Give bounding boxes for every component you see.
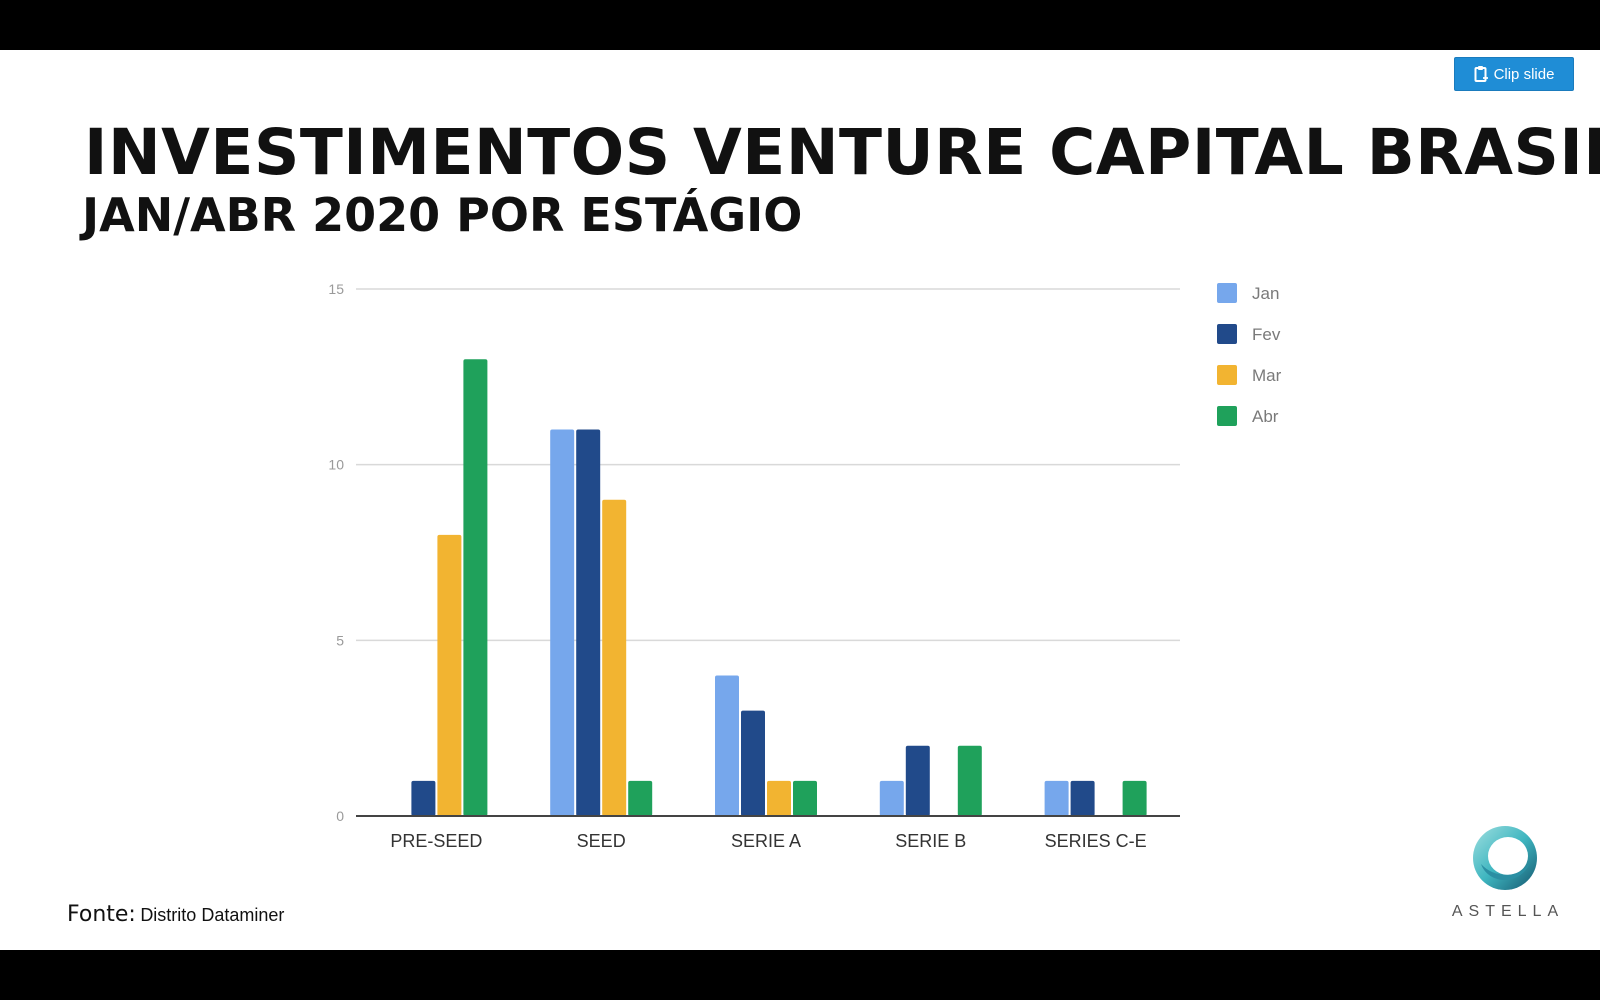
y-tick-label: 15 (328, 281, 344, 297)
x-tick-label: PRE-SEED (390, 831, 482, 851)
source-label: Fonte: (67, 902, 136, 927)
bar-chart: 0 5 10 15 PRE-SEED SEED SERIE A SERIE B SERIES C… (328, 281, 1282, 851)
clipboard-icon (1474, 65, 1488, 83)
y-tick-label: 10 (328, 457, 344, 473)
x-tick-label: SERIES C-E (1045, 831, 1147, 851)
bar-jan-series-c-e (1044, 780, 1069, 816)
bar-jan-serie-a (715, 675, 739, 816)
bar-mar-serie-a (767, 780, 791, 816)
x-tick-label: SERIE B (895, 831, 966, 851)
astella-logo: ASTELLA (1440, 820, 1570, 921)
bar-fev-serie-b (905, 745, 930, 816)
legend-swatch-mar (1217, 365, 1237, 385)
bar-jan-seed (550, 429, 575, 816)
bar-fev-seed (576, 429, 601, 816)
legend-swatch-fev (1217, 324, 1237, 344)
bar-abr-pre-seed (463, 359, 488, 816)
bar-abr-series-c-e (1122, 780, 1147, 816)
legend-swatch-abr (1217, 406, 1237, 426)
astella-swirl-icon (1473, 826, 1537, 890)
legend-label-fev: Fev (1252, 325, 1281, 344)
bar-fev-pre-seed (411, 780, 436, 816)
bar-abr-serie-b (957, 745, 982, 816)
source-name: Distrito Dataminer (140, 905, 285, 925)
clip-slide-button[interactable]: Clip slide (1454, 57, 1574, 91)
legend-label-jan: Jan (1252, 284, 1279, 303)
bar-mar-seed (602, 499, 627, 816)
slide-title: INVESTIMENTOS VENTURE CAPITAL BRASIL (84, 116, 1600, 189)
x-tick-label: SERIE A (731, 831, 801, 851)
y-tick-label: 5 (336, 632, 344, 648)
logo-text: ASTELLA (1451, 903, 1565, 920)
legend-label-abr: Abr (1252, 407, 1279, 426)
bar-abr-serie-a (793, 780, 817, 816)
slide: Clip slide INVESTIMENTOS VENTURE CAPITAL… (0, 50, 1600, 950)
bar-fev-series-c-e (1070, 780, 1095, 816)
bar-mar-pre-seed (437, 534, 462, 816)
legend-label-mar: Mar (1252, 366, 1282, 385)
slide-subtitle: JAN/ABR 2020 POR ESTÁGIO (82, 188, 803, 242)
y-tick-label: 0 (336, 808, 344, 824)
source-note: Fonte: Distrito Dataminer (67, 902, 284, 927)
bar-jan-serie-b (879, 780, 904, 816)
bar-fev-serie-a (741, 710, 765, 816)
legend-swatch-jan (1217, 283, 1237, 303)
clip-slide-label: Clip slide (1493, 65, 1555, 83)
bar-abr-seed (628, 780, 653, 816)
x-tick-label: SEED (577, 831, 626, 851)
